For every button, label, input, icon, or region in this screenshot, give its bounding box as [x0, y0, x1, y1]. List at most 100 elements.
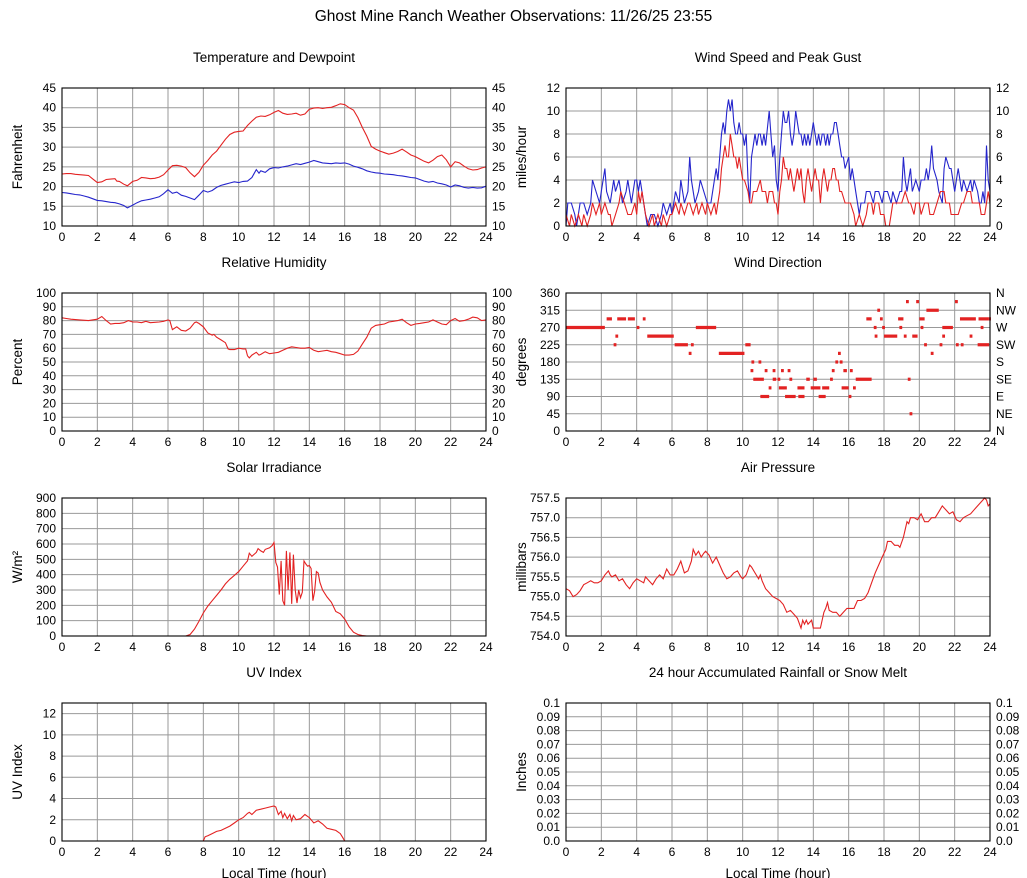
y-tick-label-right: 0.01 [996, 820, 1020, 834]
compass-label: SE [996, 372, 1012, 386]
chart-title: Temperature and Dewpoint [192, 50, 356, 65]
y-tick-label-right: 4 [996, 173, 1003, 187]
x-tick-label: 2 [598, 435, 605, 449]
compass-label: S [996, 355, 1004, 369]
y-tick-label: 756.0 [530, 550, 560, 564]
y-tick-label: 0.07 [537, 737, 561, 751]
x-tick-label: 4 [633, 230, 640, 244]
y-tick-label-right: 0.07 [996, 737, 1020, 751]
y-tick-label: 756.5 [530, 530, 560, 544]
temperature-series-line [61, 103, 487, 187]
peak-gust-series-line [565, 99, 991, 228]
solar-series-line [62, 540, 486, 637]
x-tick-label: 2 [94, 230, 101, 244]
x-tick-label: 6 [165, 230, 172, 244]
x-tick-label: 2 [598, 845, 605, 859]
x-tick-label: 8 [200, 435, 207, 449]
x-tick-label: 8 [704, 435, 711, 449]
x-tick-label: 20 [409, 435, 423, 449]
y-tick-label: 755.5 [530, 570, 560, 584]
y-tick-label-right: 0 [492, 424, 499, 438]
x-tick-label: 16 [338, 845, 352, 859]
uv-index-panel: UV Index 0 2 4 6 8 10 12 14 16 18 20 22 24 0 2 4 6 8 10 12 U… [0, 663, 513, 878]
chart-title: 24 hour Accumulated Rainfall or Snow Mel… [648, 665, 908, 680]
y-tick-label-right: 40 [492, 101, 506, 115]
y-tick-label: 50 [43, 355, 57, 369]
x-tick-label: 12 [267, 845, 281, 859]
y-tick-label: 754.0 [530, 629, 560, 643]
y-tick-label-right: 0.08 [996, 724, 1020, 738]
y-tick-label: 180 [540, 355, 560, 369]
x-tick-label: 6 [669, 435, 676, 449]
y-tick-label: 225 [540, 338, 560, 352]
x-tick-label: 18 [877, 845, 891, 859]
x-tick-label: 4 [129, 640, 136, 654]
x-tick-label: 14 [807, 230, 821, 244]
x-tick-label: 8 [200, 845, 207, 859]
y-tick-label-right: 2 [996, 196, 1003, 210]
y-tick-label: 12 [43, 707, 57, 721]
y-tick-label: 45 [43, 81, 57, 95]
x-tick-label: 22 [948, 230, 962, 244]
x-tick-label: 6 [165, 845, 172, 859]
y-tick-label: 6 [553, 150, 560, 164]
y-tick-label: 90 [547, 390, 561, 404]
x-tick-label: 16 [338, 435, 352, 449]
x-tick-label: 4 [129, 435, 136, 449]
x-tick-label: 16 [338, 640, 352, 654]
y-tick-label: 900 [36, 491, 56, 505]
x-tick-label: 18 [877, 230, 891, 244]
wind-direction-panel: Wind Direction 0 2 4 6 8 10 12 14 16 18 20 22 24 0 N 45… [514, 253, 1027, 453]
y-tick-label: 10 [43, 728, 57, 742]
x-tick-label: 10 [736, 845, 750, 859]
x-tick-label: 10 [232, 230, 246, 244]
x-tick-label: 20 [409, 845, 423, 859]
y-tick-label-right: 0.1 [996, 696, 1013, 710]
x-tick-label: 0 [59, 435, 66, 449]
x-tick-label: 2 [94, 640, 101, 654]
y-tick-label: 70 [43, 327, 57, 341]
x-tick-label: 14 [303, 230, 317, 244]
y-axis-label: W/m² [10, 550, 25, 583]
y-tick-label: 0.1 [543, 696, 560, 710]
x-tick-label: 0 [563, 640, 570, 654]
y-tick-label-right: 15 [492, 199, 506, 213]
y-tick-label: 12 [547, 81, 561, 95]
x-tick-label: 24 [983, 435, 997, 449]
y-tick-label-right: 50 [492, 355, 506, 369]
y-tick-label: 15 [43, 199, 57, 213]
y-tick-label-right: 10 [492, 219, 506, 233]
y-axis-label: Fahrenheit [10, 124, 25, 189]
chart-title: Wind Speed and Peak Gust [694, 50, 862, 65]
relative-humidity-panel: Relative Humidity 0 2 4 6 8 10 12 14 16 18 20 22 24 0… [0, 253, 513, 453]
temperature-dewpoint-panel: Temperature and Dewpoint 0 2 4 6 8 10 12 14 16 18… [0, 48, 513, 248]
y-tick-label-right: 60 [492, 341, 506, 355]
x-tick-label: 20 [409, 640, 423, 654]
y-tick-label-right: 30 [492, 140, 506, 154]
x-tick-label: 14 [303, 435, 317, 449]
x-tick-label: 20 [913, 435, 927, 449]
x-tick-label: 16 [842, 845, 856, 859]
y-tick-label: 300 [36, 583, 56, 597]
y-tick-label: 0 [49, 424, 56, 438]
y-tick-label: 800 [36, 506, 56, 520]
pressure-series-line [565, 497, 991, 631]
y-tick-label-right: 12 [996, 81, 1010, 95]
y-tick-label: 30 [43, 383, 57, 397]
x-tick-label: 8 [704, 845, 711, 859]
y-tick-label: 10 [43, 219, 57, 233]
x-tick-label: 6 [669, 230, 676, 244]
compass-label: N [996, 286, 1005, 300]
x-tick-label: 4 [129, 845, 136, 859]
y-tick-label: 500 [36, 552, 56, 566]
y-tick-label: 80 [43, 314, 57, 328]
x-tick-label: 14 [807, 640, 821, 654]
air-pressure-panel: Air Pressure 0 2 4 6 8 10 12 14 16 18 20 22 24 754.0 7… [514, 458, 1027, 658]
x-tick-label: 10 [736, 640, 750, 654]
x-tick-label: 8 [704, 640, 711, 654]
plot-border [565, 702, 991, 842]
y-tick-label: 100 [36, 286, 56, 300]
x-tick-label: 0 [59, 230, 66, 244]
x-tick-label: 20 [913, 640, 927, 654]
